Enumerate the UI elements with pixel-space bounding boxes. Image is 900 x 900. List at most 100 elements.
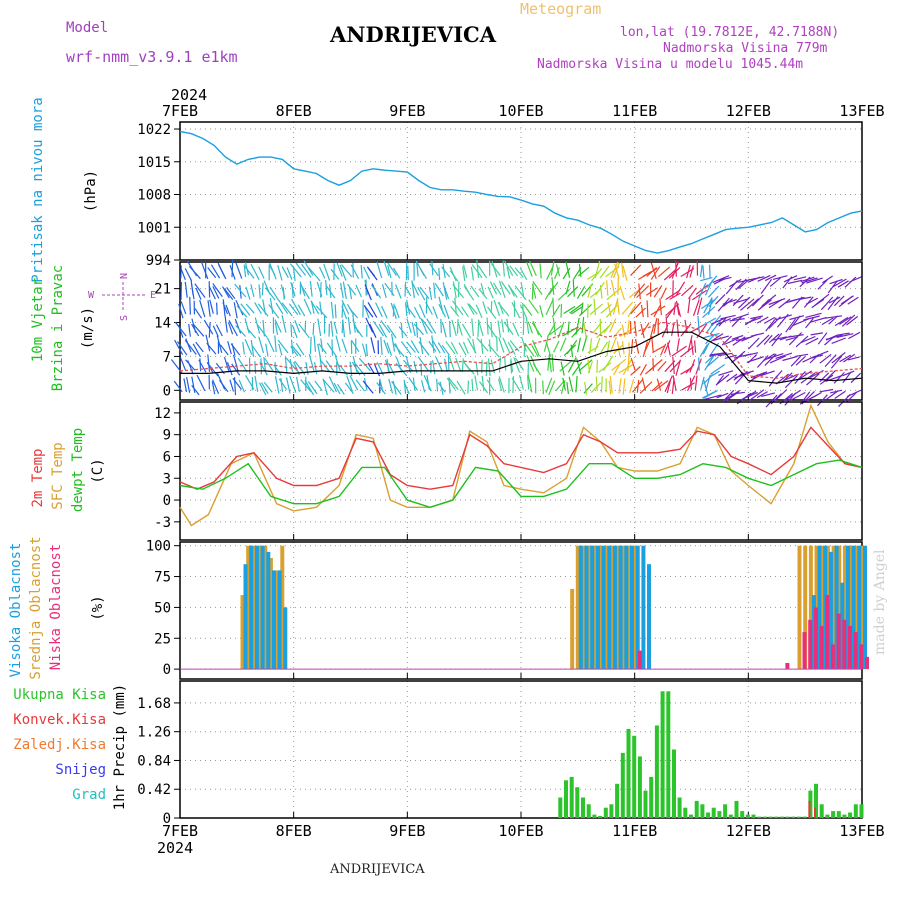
wind-barb [509,340,520,352]
wind-barb [819,372,830,383]
wind-barb [325,285,336,299]
wind-barb [458,342,467,356]
wind-barb [376,382,386,395]
cloud-mid-bar [860,545,864,670]
wind-barb [192,343,201,358]
cloud-mid-bar [592,545,597,670]
wind-barb [657,360,667,372]
wind-barb [676,302,682,317]
wind-barb [223,357,230,372]
cloud-high-bar [618,545,623,670]
wind-barb [606,340,610,357]
wind-barb [403,379,407,394]
wind-barb [296,376,300,393]
wind-barb [442,281,448,300]
wind-barb [551,354,554,372]
cloud-unit-label: (%) [90,595,106,620]
wind-barb [742,352,759,357]
wind-barb [800,276,815,283]
precip-convective-bar [814,807,816,818]
precip-total-bar [797,816,801,818]
wind-barb [590,382,602,394]
temp-2m-axis-label: 2m Temp [30,448,46,507]
wind-barb [363,266,371,280]
precip-total-bar [745,814,750,818]
wind-barb [441,344,450,356]
precip-total-bar [791,816,796,818]
wind-barb [616,299,620,315]
wind-barb [630,366,641,376]
wind-barb [291,298,301,316]
wind-barb [706,356,719,368]
precip-total-bar [603,807,608,818]
wind-barb [413,306,421,320]
wind-barb [290,323,293,338]
wind-barb [723,337,739,346]
wind-barb [216,335,223,353]
precip-total-bar [853,804,858,818]
wind-barb [244,266,255,279]
wind-barb [761,392,775,397]
wind-barb [450,305,460,317]
wind-barb [545,341,552,356]
wind-barb [707,285,720,298]
cloud-mid-bar [609,545,614,670]
wind-barb [418,304,426,319]
precip-total-bar [774,816,779,818]
y-tick-label: 994 [146,253,171,269]
wind-barb [583,321,587,338]
cloud-low-axis-label: Niska Oblacnost [48,544,64,670]
wind-barb [448,377,459,390]
wind-barb [565,280,571,295]
panel-frame [179,680,863,819]
wind-barb [669,360,681,373]
wind-barb [198,359,207,373]
wind-barb [210,264,221,279]
wind-barb [274,376,280,394]
wind-barb [328,376,338,393]
wind-barb [386,324,397,339]
wind-barb [207,362,219,377]
wind-barb [803,296,814,308]
precip-total-bar [677,797,682,818]
cloud-low-bar [830,644,835,670]
panel-temperature: -3 0 3 6 9 12 [154,401,863,541]
cloud-low-bar [819,625,824,670]
precip-total-bar [564,780,568,818]
wind-barb [308,267,321,282]
precip-total-bar [859,804,864,818]
wind-barb [552,297,555,315]
wind-barb [340,282,344,299]
wind-barb [521,336,527,352]
wind-barb [841,314,856,327]
wind-barb [481,375,485,392]
wind-barb [236,305,248,318]
wind-barb [750,332,765,337]
cloud-high-bar [630,545,634,670]
cloud-mid-bar [268,558,273,670]
wind-barb [452,281,457,299]
wind-barb [290,345,299,357]
wind-barb [281,266,289,278]
wind-barb [659,298,662,316]
wind-barb [513,357,521,373]
wind-barb [403,382,410,395]
wind-barb [313,335,317,352]
wind-axis-sublabel: Brzina i Pravac [50,265,66,391]
wind-barb [790,391,806,401]
wind-barb [342,319,346,338]
wind-barb [413,323,424,336]
wind-barb [752,371,768,381]
wind-barb [367,267,378,281]
wind-barb [498,357,502,373]
cloud-low-bar [825,595,830,670]
cloud-mid-bar [246,545,251,670]
wind-barb [724,354,737,359]
wind-barb [284,357,288,374]
wind-barb [212,325,219,338]
y-tick-label: 1015 [137,155,171,171]
wind-barb [285,377,291,394]
wind-barb [842,371,852,384]
wind-barb [433,282,436,299]
precip-total-bar [757,816,762,818]
